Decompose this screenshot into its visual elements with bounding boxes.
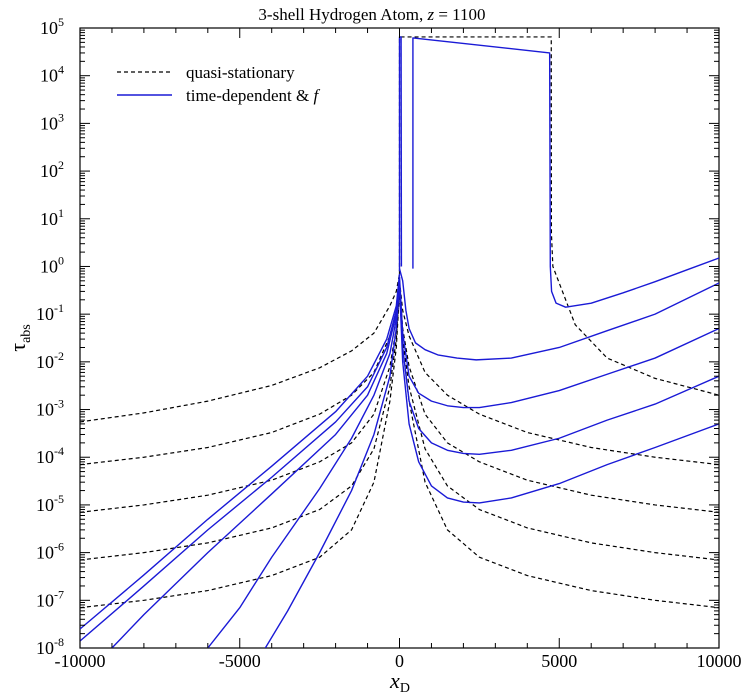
x-axis-title: xD (389, 668, 410, 695)
series-1-curve-td-7 (412, 37, 719, 308)
y-tick-label: 100 (40, 253, 64, 276)
series-0-curve-qs-8 (398, 285, 719, 513)
series-1-curve-td-5 (264, 285, 401, 648)
x-tick-label: 0 (395, 651, 404, 671)
series-1-curve-td-3 (111, 280, 401, 648)
x-tick-label: -10000 (55, 651, 106, 671)
y-tick-label: 101 (40, 206, 64, 229)
y-tick-label: 10-3 (36, 397, 64, 420)
y-tick-label: 10-1 (36, 301, 64, 324)
series-0-curve-qs-4 (80, 288, 401, 561)
y-tick-label: 102 (40, 158, 64, 181)
series-1-curve-td-6 (398, 36, 403, 272)
series-0-curve-qs-10 (398, 291, 719, 609)
y-tick-label: 10-4 (36, 444, 64, 467)
series-0-curve-qs-6 (398, 36, 719, 396)
series-1-curve-td-1 (80, 273, 401, 630)
series-0-curve-qs-3 (80, 285, 401, 513)
y-tick-label: 10-5 (36, 492, 64, 515)
series-0-curve-qs-5 (80, 291, 401, 609)
series-0-curve-qs-7 (398, 280, 719, 466)
series-1-curve-td-10 (398, 280, 719, 456)
series-1-curve-td-2 (80, 276, 401, 642)
x-tick-label: 5000 (541, 651, 577, 671)
y-tick-label: 103 (40, 110, 64, 133)
legend-label-time-dependent: time-dependent & f (186, 86, 320, 105)
series-0-curve-qs-1 (80, 273, 401, 423)
y-tick-label: 10-6 (36, 540, 64, 563)
series-1-curve-td-4 (207, 282, 401, 648)
legend: quasi-stationary time-dependent & f (117, 63, 320, 105)
x-tick-label: -5000 (219, 651, 261, 671)
curves-group (80, 36, 719, 648)
y-axis-title: τabs (5, 324, 34, 352)
series-1-curve-td-9 (398, 277, 719, 409)
series-1-curve-td-11 (398, 285, 719, 504)
series-1-curve-td-8 (398, 268, 719, 361)
y-tick-label: 104 (40, 63, 64, 86)
y-tick-label: 10-8 (36, 635, 64, 658)
y-tick-label: 10-2 (36, 349, 64, 372)
x-tick-label: 10000 (697, 651, 742, 671)
chart-title: 3-shell Hydrogen Atom, z = 1100 (258, 5, 485, 24)
y-tick-label: 10-7 (36, 587, 64, 610)
ticks-group: -10000 -5000 0 5000 10000 10-8 10-7 10-6 10-5 10-… (36, 15, 742, 671)
y-tick-label: 105 (40, 15, 64, 38)
series-0-curve-qs-9 (398, 288, 719, 561)
legend-label-quasi-stationary: quasi-stationary (186, 63, 295, 82)
